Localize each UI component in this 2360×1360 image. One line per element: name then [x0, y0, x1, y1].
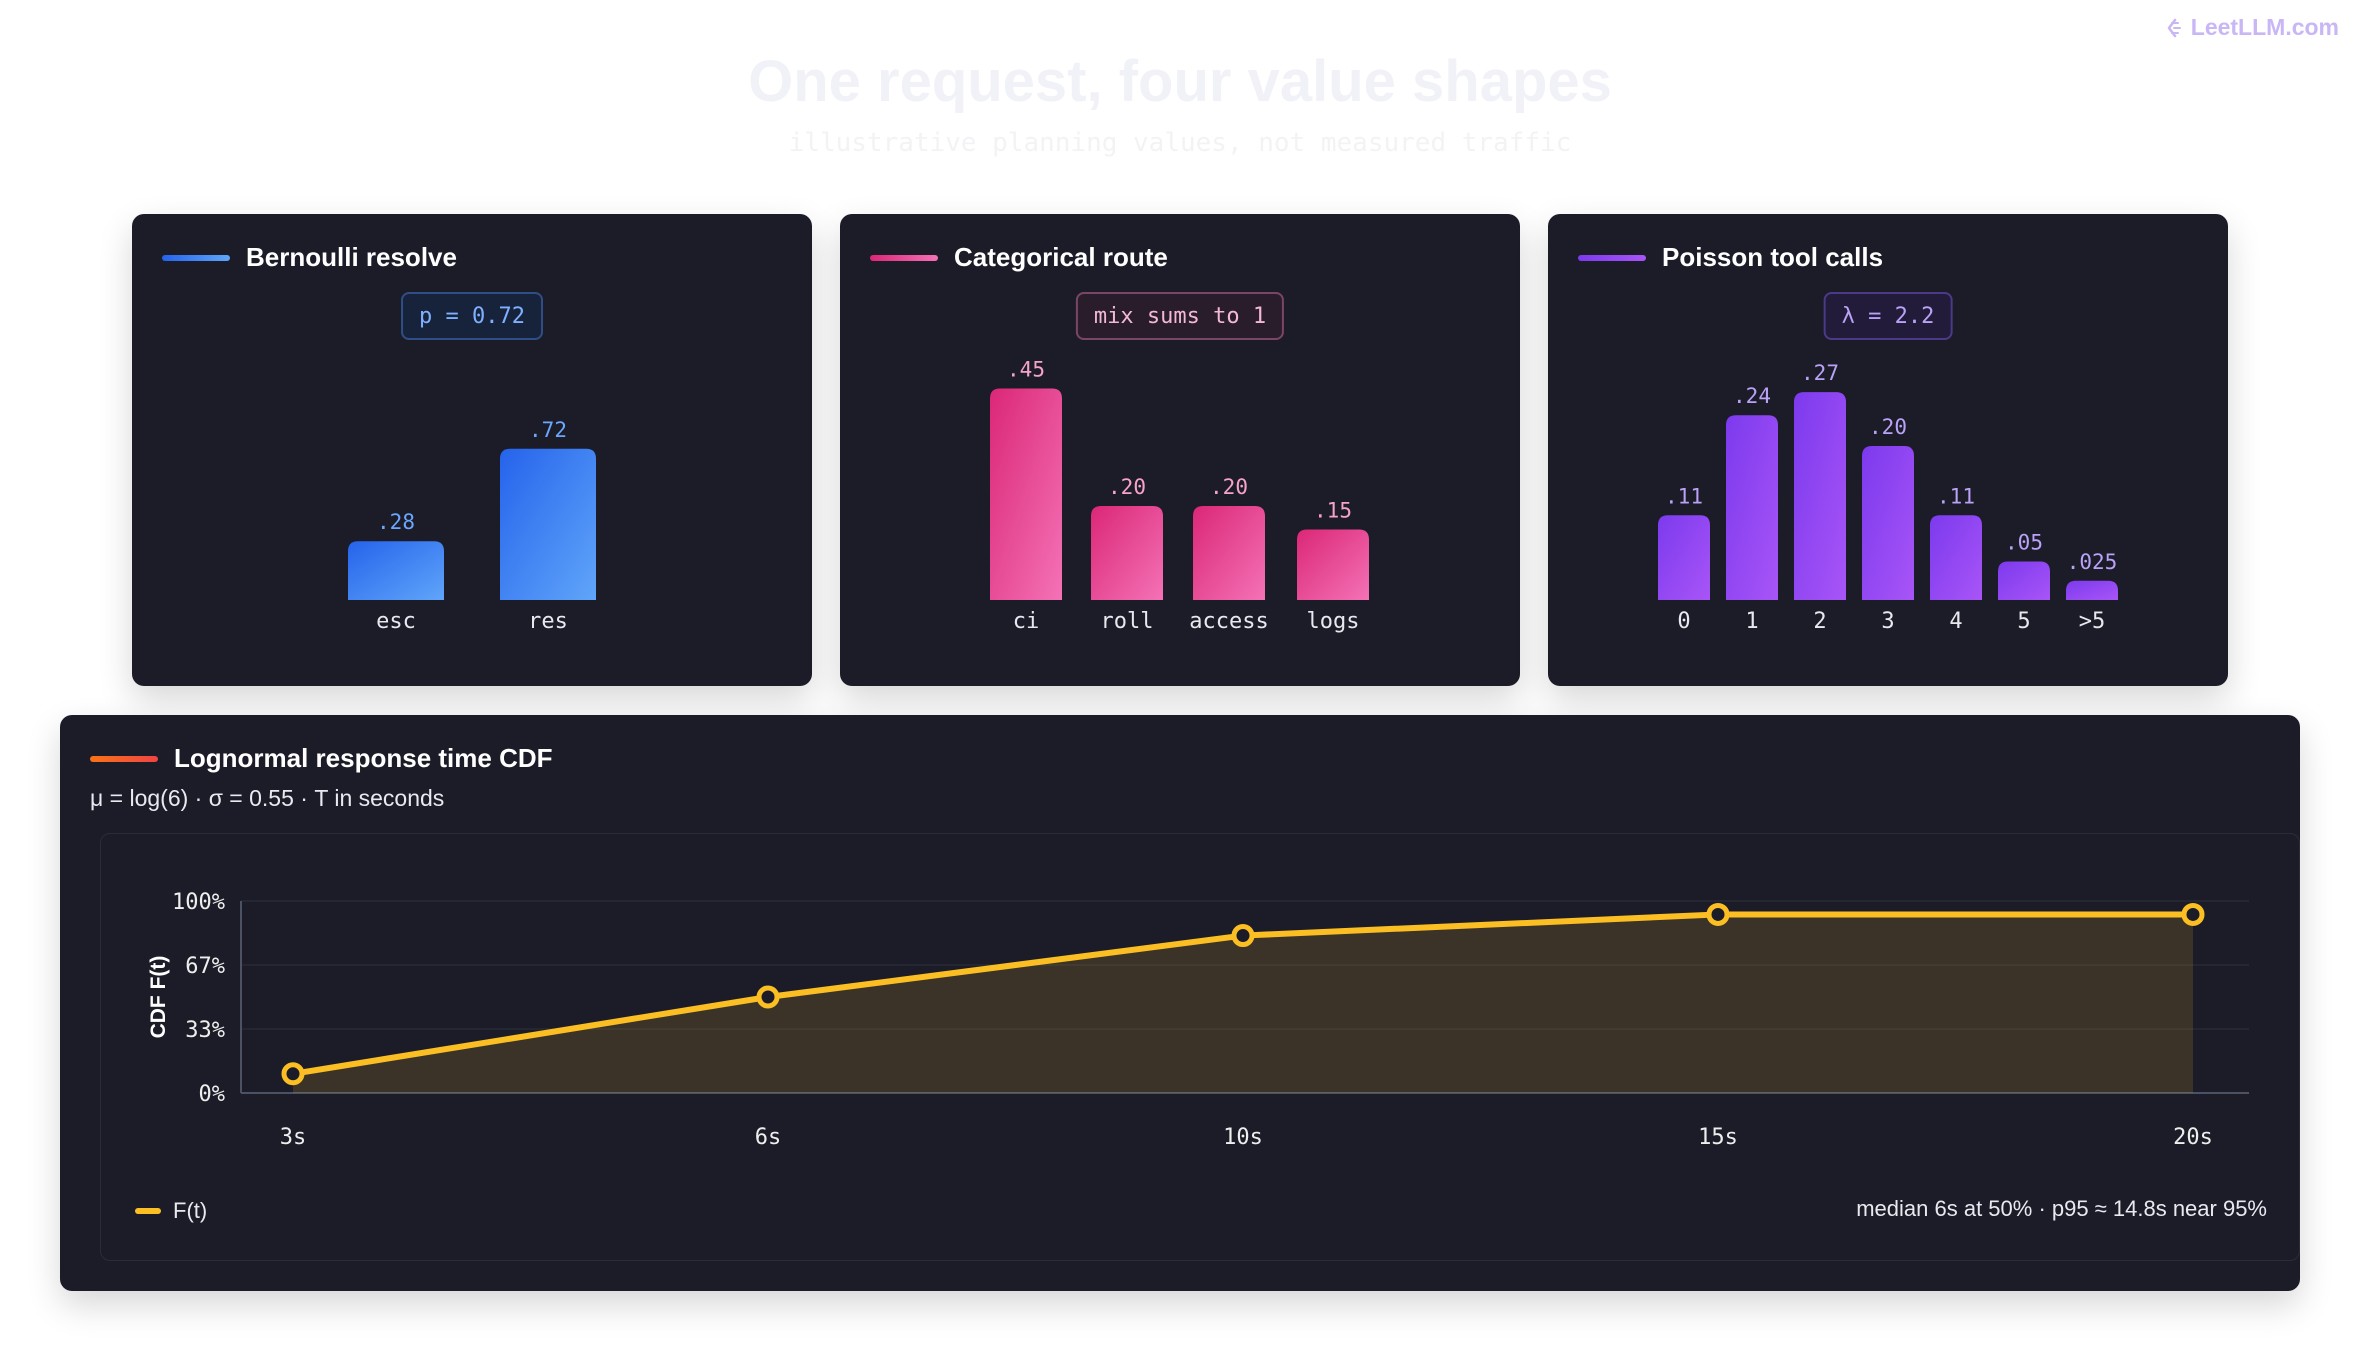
- y-axis-label: CDF F(t): [147, 956, 170, 1039]
- cdf-point: [281, 1062, 305, 1086]
- page-subtitle: illustrative planning values, not measur…: [788, 128, 1572, 158]
- bernoulli-category-label: esc: [376, 609, 416, 634]
- poisson-value-label: .20: [1869, 415, 1907, 439]
- bernoulli-value-label: .72: [529, 418, 567, 442]
- poisson-category-label: 3: [1881, 609, 1894, 634]
- x-tick-label: 15s: [1698, 1125, 1738, 1150]
- categorical-bar-roll: [1091, 506, 1163, 600]
- poisson-bar->5: [2066, 580, 2118, 600]
- poisson-value-label: .11: [1937, 484, 1975, 508]
- cdf-title: Lognormal response time CDF: [174, 743, 553, 773]
- poisson-category-label: 4: [1949, 609, 1962, 634]
- poisson-category-label: 0: [1677, 609, 1690, 634]
- poisson-value-label: .24: [1733, 384, 1771, 408]
- categorical-category-label: access: [1189, 609, 1268, 634]
- categorical-value-label: .45: [1007, 358, 1045, 382]
- cdf-point: [1706, 902, 1730, 926]
- poisson-category-label: 2: [1813, 609, 1826, 634]
- categorical-bar-logs: [1297, 529, 1369, 600]
- cdf-line-chart: 0% 33% 67% 100% CDF F(t) 3s 6s 10s 15s 20s: [147, 890, 2249, 1150]
- poisson-card-header: Poisson tool calls: [1578, 242, 1883, 273]
- poisson-category-label: 1: [1745, 609, 1758, 634]
- poisson-card: Poisson tool calls λ = 2.2 .11 0 .24 1 .27 2.…: [1548, 214, 2228, 686]
- bernoulli-title: Bernoulli resolve: [246, 242, 457, 272]
- poisson-swatch: [1578, 254, 1646, 261]
- poisson-category-label: 5: [2017, 609, 2030, 634]
- legend-swatch: [135, 1208, 161, 1214]
- poisson-param-badge: λ = 2.2: [1823, 292, 1953, 340]
- legend-label: F(t): [173, 1198, 208, 1223]
- leetllm-logo-icon: [2167, 18, 2181, 37]
- categorical-title: Categorical route: [954, 242, 1168, 272]
- bernoulli-card: Bernoulli resolve p = 0.72 .28 esc .72 res: [132, 214, 812, 686]
- x-tick-label: 6s: [755, 1125, 782, 1150]
- categorical-swatch: [870, 254, 938, 261]
- categorical-bar-chart: .45 ci .20 roll .20 access .15 logs: [990, 358, 1369, 634]
- cdf-card: Lognormal response time CDF μ = log(6) ·…: [60, 715, 2300, 1291]
- poisson-bar-2: [1794, 392, 1846, 600]
- bernoulli-swatch: [162, 254, 230, 261]
- cdf-plot-area: 0% 33% 67% 100% CDF F(t) 3s 6s 10s 15s 20s F(t) m…: [100, 833, 2300, 1261]
- cdf-subtitle: μ = log(6) · σ = 0.55 · T in seconds: [90, 785, 445, 811]
- bernoulli-category-label: res: [528, 609, 568, 634]
- cdf-swatch: [90, 755, 158, 762]
- categorical-value-label: .20: [1210, 475, 1248, 499]
- poisson-value-label: .025: [2067, 550, 2118, 574]
- poisson-bar-chart: .11 0 .24 1 .27 2 .20 3 .11 4 .05 5 .025 >5: [1658, 361, 2118, 634]
- cdf-point: [1231, 924, 1255, 948]
- categorical-value-label: .20: [1108, 475, 1146, 499]
- brand-logo[interactable]: LeetLLM.com: [2161, 14, 2339, 41]
- poisson-bar-4: [1930, 515, 1982, 600]
- categorical-category-label: logs: [1307, 609, 1360, 634]
- categorical-value-label: .15: [1314, 499, 1352, 523]
- cdf-footnote: median 6s at 50% · p95 ≈ 14.8s near 95%: [1856, 1196, 2267, 1221]
- poisson-bar-1: [1726, 415, 1778, 600]
- brand-text: LeetLLM.com: [2190, 14, 2339, 40]
- y-tick-label: 33%: [185, 1018, 225, 1043]
- cdf-area-fill: [293, 914, 2193, 1093]
- x-tick-label: 10s: [1223, 1125, 1263, 1150]
- poisson-value-label: .11: [1665, 484, 1703, 508]
- x-tick-label: 20s: [2173, 1125, 2213, 1150]
- bernoulli-bar-esc: [348, 541, 444, 600]
- page-title: One request, four value shapes: [748, 49, 1612, 114]
- categorical-card-header: Categorical route: [870, 242, 1168, 273]
- bernoulli-param-badge: p = 0.72: [401, 292, 543, 340]
- poisson-bar-3: [1862, 446, 1914, 600]
- cdf-legend: F(t): [135, 1198, 207, 1224]
- bernoulli-value-label: .28: [377, 510, 415, 534]
- poisson-category-label: >5: [2079, 609, 2106, 634]
- cdf-card-header: Lognormal response time CDF: [90, 743, 553, 774]
- x-tick-label: 3s: [280, 1125, 307, 1150]
- y-tick-label: 100%: [172, 890, 225, 915]
- poisson-title: Poisson tool calls: [1662, 242, 1884, 272]
- poisson-bar-0: [1658, 515, 1710, 600]
- poisson-bar-5: [1998, 561, 2050, 600]
- categorical-category-label: roll: [1101, 609, 1154, 634]
- categorical-card: Categorical route mix sums to 1 .45 ci .20…: [840, 214, 1520, 686]
- categorical-bar-access: [1193, 506, 1265, 600]
- categorical-bar-ci: [990, 388, 1062, 600]
- y-tick-label: 67%: [185, 954, 225, 979]
- bernoulli-bar-chart: .28 esc .72 res: [348, 418, 596, 634]
- categorical-param-badge: mix sums to 1: [1075, 292, 1285, 340]
- bernoulli-bar-res: [500, 448, 596, 600]
- poisson-value-label: .05: [2005, 531, 2043, 555]
- y-tick-label: 0%: [199, 1082, 226, 1107]
- categorical-category-label: ci: [1013, 609, 1040, 634]
- poisson-value-label: .27: [1801, 361, 1839, 385]
- cdf-point: [2181, 902, 2205, 926]
- cdf-point: [756, 985, 780, 1009]
- bernoulli-card-header: Bernoulli resolve: [162, 242, 457, 273]
